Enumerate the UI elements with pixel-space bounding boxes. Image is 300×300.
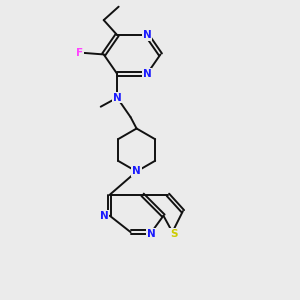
- Text: N: N: [142, 30, 152, 40]
- Text: N: N: [132, 167, 141, 176]
- Text: N: N: [113, 93, 122, 103]
- Text: N: N: [100, 211, 109, 221]
- Text: N: N: [142, 69, 152, 79]
- Text: N: N: [147, 229, 156, 238]
- Text: F: F: [76, 48, 83, 58]
- Text: S: S: [170, 229, 178, 238]
